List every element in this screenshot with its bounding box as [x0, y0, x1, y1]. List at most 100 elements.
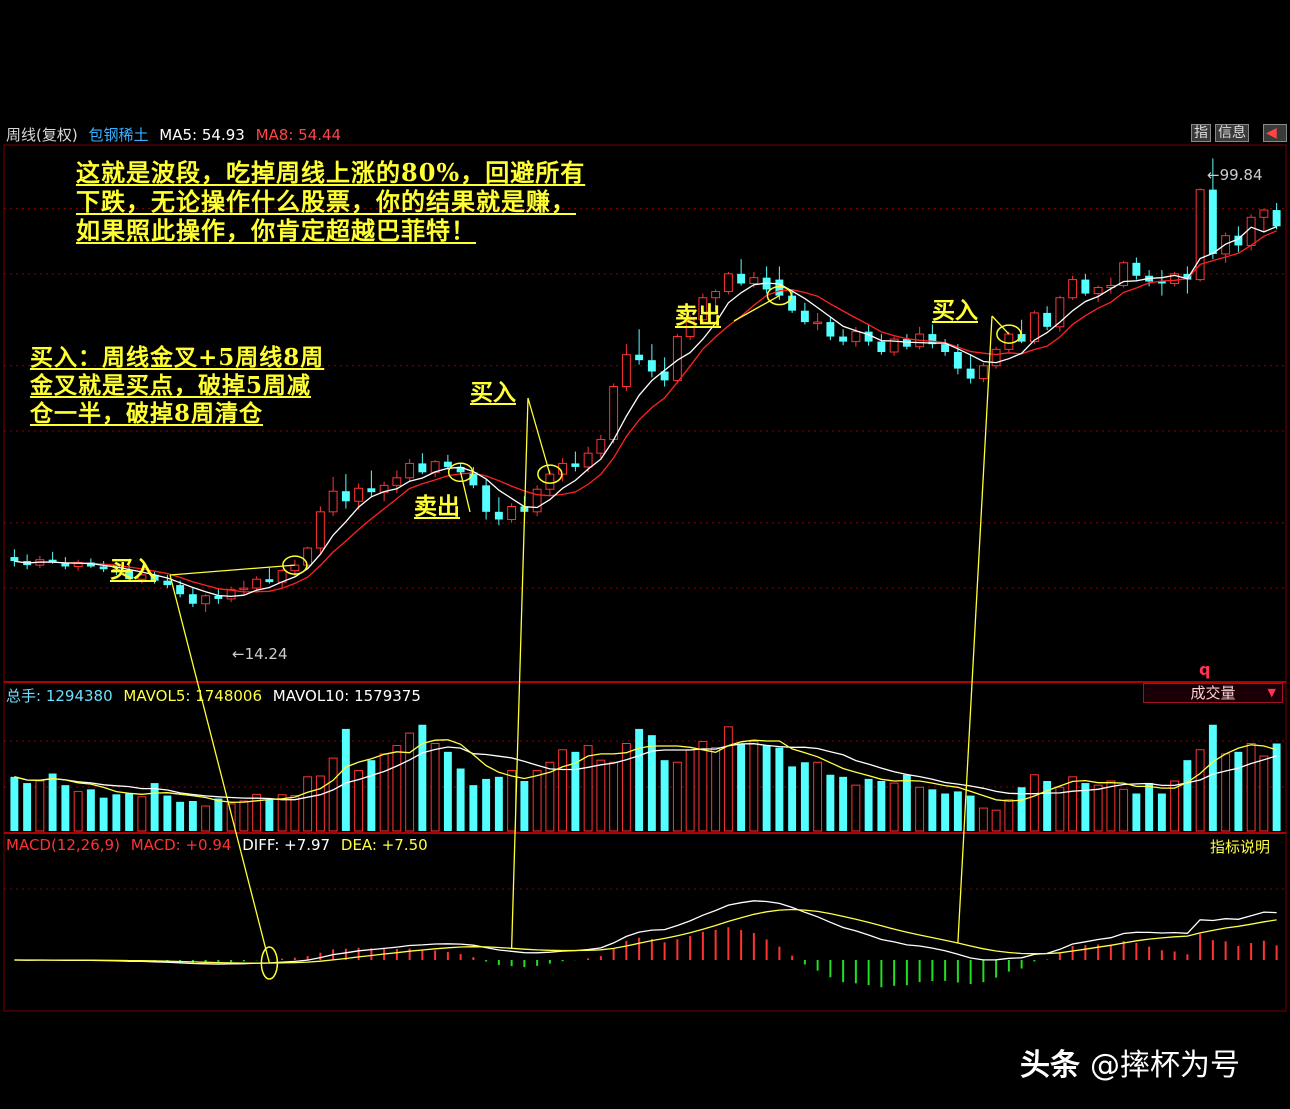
- volume-bar-up: [291, 796, 299, 831]
- candle-body-down: [367, 488, 375, 492]
- volume-bar-down: [125, 794, 133, 832]
- candle-body-up: [992, 349, 1000, 365]
- volume-bar-up: [559, 750, 567, 831]
- panel-toggle-button[interactable]: ◀: [1263, 124, 1287, 142]
- volume-bar-down: [941, 794, 949, 832]
- annotation-leader-line: [734, 296, 779, 321]
- volume-bar-up: [533, 771, 541, 831]
- candle-body-down: [648, 360, 656, 371]
- candle-body-down: [737, 274, 745, 284]
- info-button[interactable]: 信息: [1215, 124, 1249, 142]
- candle-body-down: [265, 579, 273, 582]
- volume-bar-down: [10, 777, 18, 831]
- volume-bar-down: [737, 744, 745, 832]
- candle-body-down: [877, 342, 885, 352]
- volume-bar-down: [176, 802, 184, 831]
- volume-bar-up: [1120, 789, 1128, 831]
- candle-body-down: [826, 322, 834, 336]
- volume-bar-down: [23, 783, 31, 831]
- volume-bar-down: [1234, 752, 1242, 831]
- volume-bar-down: [151, 783, 159, 831]
- indicator-select[interactable]: 成交量 ▼: [1143, 683, 1283, 703]
- volume-bar-down: [1158, 794, 1166, 832]
- period-label[interactable]: 周线(复权): [6, 126, 78, 144]
- volume-bar-up: [724, 727, 732, 831]
- volume-bar-up: [852, 785, 860, 831]
- volume-bar-down: [418, 725, 426, 831]
- volume-bar-up: [329, 758, 337, 831]
- candle-body-down: [189, 594, 197, 604]
- volume-bar-up: [202, 806, 210, 831]
- volume-bar-down: [367, 760, 375, 831]
- candle-body-up: [814, 322, 822, 324]
- dea-value: DEA: +7.50: [341, 836, 428, 854]
- volume-bar-down: [954, 791, 962, 831]
- indicator-help-link[interactable]: 指标说明: [1210, 836, 1270, 857]
- volume-bar-up: [622, 744, 630, 832]
- stock-name[interactable]: 包钢稀土: [89, 126, 149, 144]
- volume-bar-down: [801, 762, 809, 831]
- volume-bar-up: [240, 801, 248, 831]
- volume-bar-up: [1247, 744, 1255, 832]
- watermark: 头条 @摔杯为号: [1020, 1040, 1240, 1084]
- volume-bar-up: [1030, 775, 1038, 831]
- candle-body-up: [533, 489, 541, 512]
- volume-bar-down: [520, 781, 528, 831]
- candle-body-up: [253, 579, 261, 588]
- main-note: 这就是波段，吃掉周线上涨的80%，回避所有 下跌，无论操作什么股票，你的结果就是…: [76, 158, 585, 245]
- volume-bar-down: [839, 777, 847, 831]
- volume-bar-up: [890, 783, 898, 831]
- annotation-leader-line: [170, 575, 269, 963]
- volume-bar-down: [865, 779, 873, 831]
- indicator-select-value: 成交量: [1190, 684, 1235, 702]
- candle-body-down: [801, 311, 809, 322]
- candle-body-up: [202, 596, 210, 604]
- candle-body-up: [329, 491, 337, 512]
- volume-bar-down: [648, 735, 656, 831]
- volume-bar-up: [380, 754, 388, 831]
- candle-body-up: [979, 366, 987, 379]
- volume-bar-up: [992, 810, 1000, 831]
- rule-note-line: 金叉就是买点，破掉5周减: [30, 372, 324, 400]
- main-note-line: 如果照此操作，你肯定超越巴菲特！: [76, 216, 585, 245]
- volume-bar-down: [49, 774, 57, 832]
- candle-body-up: [304, 548, 312, 565]
- dea-line: [14, 910, 1276, 964]
- annotation-leader-line: [512, 398, 528, 948]
- volume-bar-down: [265, 800, 273, 831]
- signal-label-buy: 买入: [470, 373, 516, 407]
- candle-body-up: [584, 453, 592, 467]
- volume-bar-down: [444, 752, 452, 831]
- volume-bar-up: [508, 771, 516, 831]
- volume-bar-down: [661, 760, 669, 831]
- indicator-button[interactable]: 指: [1191, 124, 1211, 142]
- volume-bar-down: [100, 798, 108, 831]
- volume-bar-up: [36, 781, 44, 831]
- candle-body-down: [1273, 210, 1281, 226]
- signal-label-sell: 卖出: [414, 487, 460, 521]
- volume-bar-down: [469, 785, 477, 831]
- volume-bar-down: [967, 796, 975, 831]
- candle-body-down: [444, 462, 452, 467]
- volume-bar-down: [635, 729, 643, 831]
- volume-bar-up: [916, 787, 924, 831]
- volume-bar-up: [1222, 754, 1230, 831]
- candle-body-down: [495, 512, 503, 520]
- volume-bar-down: [482, 779, 490, 831]
- rule-note-line: 买入：周线金叉+5周线8周: [30, 344, 324, 372]
- volume-bar-down: [1043, 781, 1051, 831]
- candle-body-up: [355, 488, 363, 501]
- candle-body-down: [903, 339, 911, 347]
- candle-body-up: [610, 387, 618, 440]
- annotation-leader-line: [528, 398, 550, 474]
- candle-body-down: [788, 296, 796, 311]
- ma8-readout: MA8: 54.44: [256, 126, 342, 144]
- candle-body-up: [1196, 190, 1204, 280]
- candle-body-down: [418, 463, 426, 472]
- volume-bar-up: [712, 748, 720, 831]
- main-note-line: 这就是波段，吃掉周线上涨的80%，回避所有: [76, 158, 585, 187]
- volume-bar-up: [1107, 781, 1115, 831]
- candle-body-up: [546, 474, 554, 489]
- volume-bar-down: [457, 769, 465, 832]
- candle-body-up: [750, 278, 758, 284]
